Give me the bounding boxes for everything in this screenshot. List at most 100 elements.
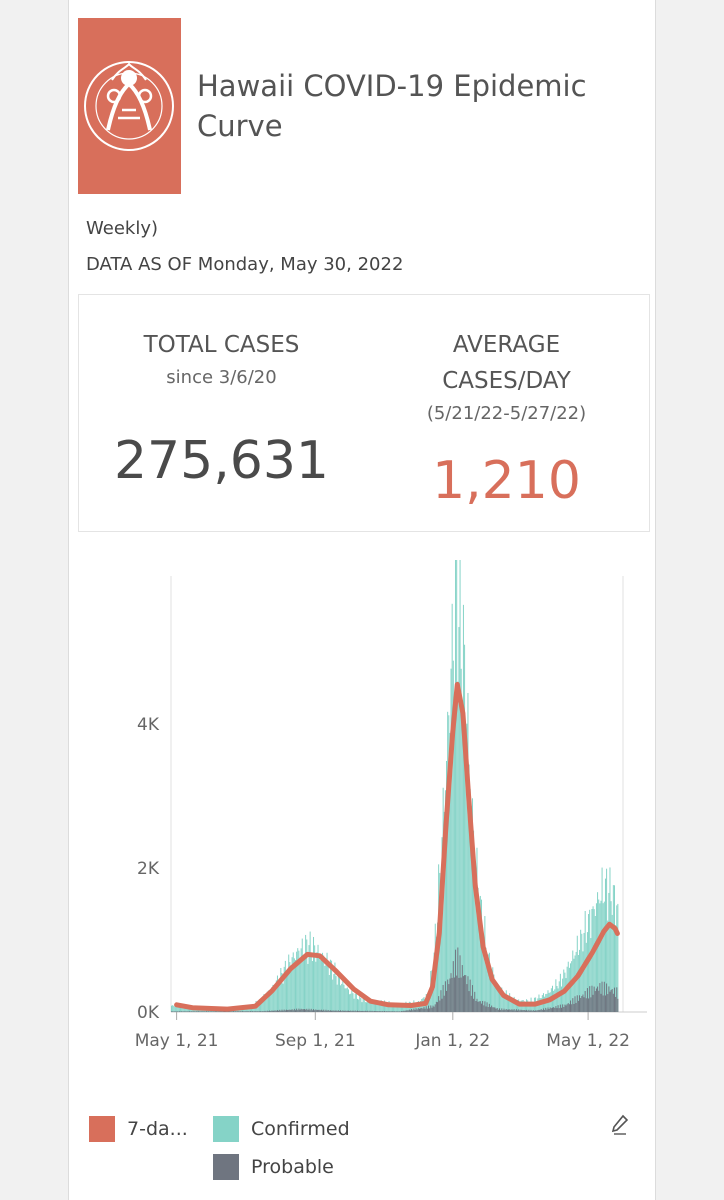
confirmed-bar	[480, 899, 482, 1012]
probable-bar	[611, 989, 613, 1012]
probable-bar	[252, 1011, 254, 1012]
probable-bar	[542, 1008, 544, 1012]
confirmed-bar	[177, 1006, 179, 1012]
pencil-icon[interactable]	[611, 1114, 629, 1140]
confirmed-bar	[511, 1000, 513, 1012]
probable-bar	[432, 1005, 434, 1012]
probable-bar	[500, 1010, 502, 1012]
probable-bar	[475, 1000, 477, 1012]
probable-bar	[407, 1010, 409, 1012]
confirmed-bar	[611, 914, 613, 1012]
probable-bar	[183, 1011, 185, 1012]
probable-bar	[285, 1009, 287, 1012]
probable-bar	[354, 1010, 356, 1012]
legend-item-confirmed[interactable]: Confirmed	[213, 1116, 350, 1142]
confirmed-bar	[437, 922, 439, 1012]
probable-bar	[586, 988, 588, 1012]
probable-bar	[553, 1007, 555, 1012]
seven-day-average-line	[174, 681, 620, 1012]
confirmed-bar	[532, 1002, 534, 1012]
probable-bar	[297, 1010, 299, 1012]
probable-bar	[549, 1007, 551, 1012]
probable-bar	[544, 1009, 546, 1012]
probable-bar	[514, 1010, 516, 1012]
probable-bar	[390, 1011, 392, 1012]
confirmed-bar	[288, 954, 290, 1012]
probable-bar	[368, 1011, 370, 1012]
probable-bar	[412, 1010, 414, 1012]
probable-bar	[322, 1010, 324, 1012]
confirmed-bar	[186, 1007, 188, 1012]
confirmed-bar	[568, 967, 570, 1012]
confirmed-bar	[353, 998, 355, 1012]
confirmed-bar	[327, 964, 329, 1012]
probable-bar	[352, 1010, 354, 1012]
probable-bar	[379, 1011, 381, 1012]
confirmed-bar	[322, 952, 324, 1012]
confirmed-bar	[178, 1007, 180, 1012]
probable-bar	[213, 1011, 215, 1012]
confirmed-bar	[429, 990, 431, 1012]
confirmed-bar	[591, 908, 593, 1012]
probable-bar	[564, 1004, 566, 1012]
legend-item-7-day-average[interactable]: 7-da...	[89, 1116, 188, 1142]
probable-bar	[305, 1009, 307, 1012]
confirmed-bar	[613, 885, 615, 1012]
probable-bar	[281, 1009, 283, 1012]
chart-legend: 7-da... Confirmed Probable	[89, 1112, 649, 1192]
confirmed-bar	[500, 992, 502, 1012]
probable-bar	[272, 1010, 274, 1012]
probable-bar	[208, 1011, 210, 1012]
probable-bar	[375, 1011, 377, 1012]
confirmed-bar	[456, 560, 458, 1012]
probable-bar	[345, 1010, 347, 1012]
legend-item-probable[interactable]: Probable	[213, 1154, 334, 1180]
confirmed-bar	[499, 990, 501, 1012]
confirmed-bar	[265, 997, 267, 1012]
probable-bar	[267, 1011, 269, 1012]
confirmed-bar	[452, 660, 454, 1012]
probable-bar	[185, 1011, 187, 1012]
confirmed-bar	[582, 951, 584, 1012]
confirmed-bar	[529, 1001, 531, 1012]
probable-bar	[433, 1006, 435, 1012]
probable-bar	[311, 1010, 313, 1012]
confirmed-bar	[592, 906, 594, 1012]
confirmed-bar	[491, 970, 493, 1012]
probable-bar	[398, 1011, 400, 1012]
confirmed-bar	[615, 925, 617, 1012]
probable-bar	[536, 1010, 538, 1012]
probable-bar	[299, 1009, 301, 1012]
probable-bar	[434, 1004, 436, 1012]
probable-bar	[186, 1011, 188, 1012]
confirmed-bar	[398, 1004, 400, 1012]
confirmed-bar	[484, 916, 486, 1012]
probable-bar	[233, 1011, 234, 1012]
probable-bar	[523, 1010, 525, 1012]
confirmed-bar	[512, 998, 514, 1012]
probable-bar	[307, 1010, 309, 1012]
confirmed-bar	[519, 1001, 521, 1012]
confirmed-bar	[366, 1002, 367, 1012]
probable-bar	[187, 1011, 189, 1012]
confirmed-bar	[464, 644, 466, 1012]
probable-bar	[414, 1009, 416, 1012]
page-title: Hawaii COVID-19 Epidemic Curve	[197, 69, 587, 143]
probable-bar	[282, 1010, 284, 1012]
probable-bar	[511, 1009, 513, 1012]
confirmed-bar	[414, 1003, 416, 1012]
probable-bar	[581, 996, 583, 1012]
probable-bar	[245, 1011, 247, 1012]
probable-bar	[212, 1011, 214, 1012]
confirmed-bar	[317, 944, 319, 1012]
confirmed-bar	[376, 1000, 378, 1012]
probable-bar	[403, 1010, 405, 1012]
probable-bar	[218, 1011, 220, 1012]
confirmed-bar	[457, 681, 459, 1012]
probable-bar	[184, 1011, 186, 1012]
probable-bar	[423, 1006, 425, 1012]
probable-bar	[470, 995, 472, 1012]
confirmed-bar	[544, 996, 546, 1012]
probable-bar	[314, 1010, 316, 1012]
